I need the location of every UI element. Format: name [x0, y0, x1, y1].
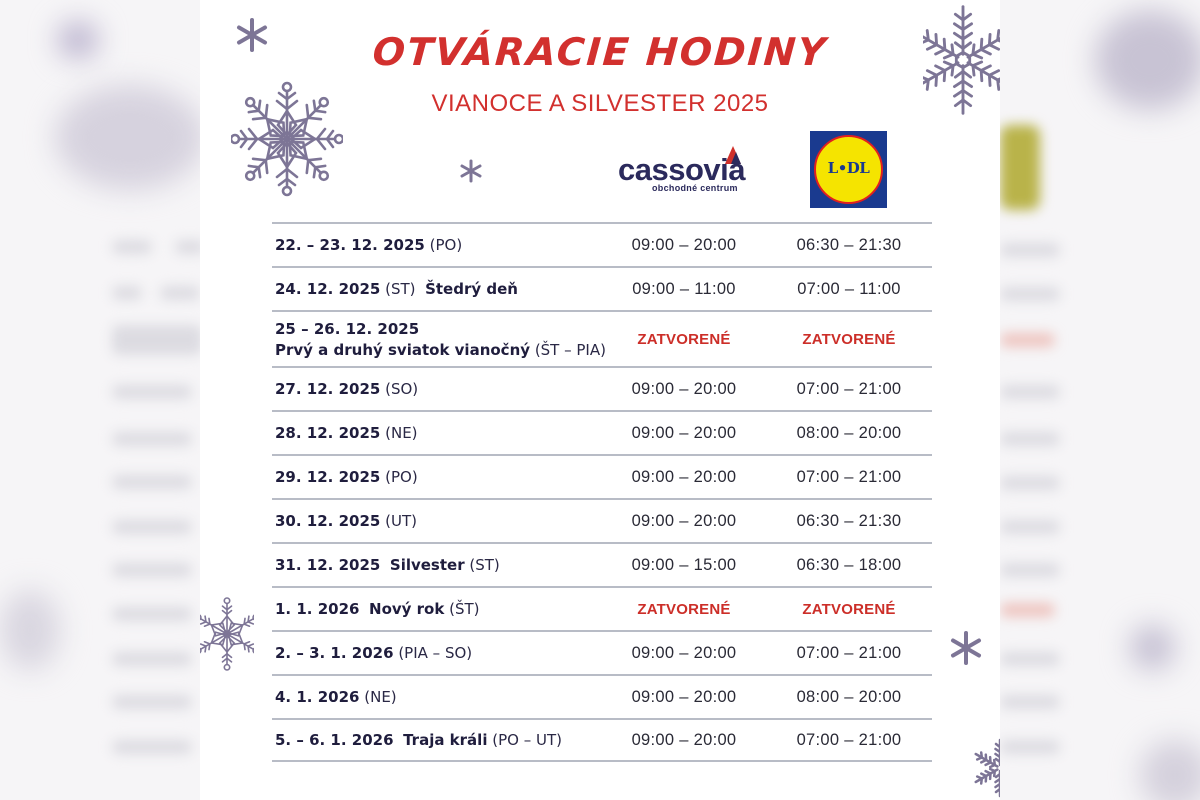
cassovia-logo: cassovia obchodné centrum: [618, 146, 750, 196]
table-row: 29. 12. 2025 (PO) 09:00 – 20:00 07:00 – …: [272, 454, 932, 498]
page-subtitle: VIANOCE A SILVESTER 2025: [431, 90, 769, 117]
date-cell: 25 – 26. 12. 2025 Prvý a druhý sviatok v…: [275, 319, 606, 359]
lidl-closed-status: ZATVORENÉ: [802, 600, 896, 618]
lidl-hours: 07:00 – 21:00: [796, 730, 902, 749]
lidl-hours: 06:30 – 21:30: [796, 511, 902, 530]
cassovia-hours: 09:00 – 20:00: [631, 235, 737, 254]
table-row: 1. 1. 2026 Nový rok (ŠT) ZATVORENÉ ZATVO…: [272, 586, 932, 630]
opening-hours-table: 22. – 23. 12. 2025 (PO) 09:00 – 20:00 06…: [272, 222, 932, 762]
lidl-hours: 06:30 – 21:30: [796, 235, 902, 254]
star-snowflake-icon: [460, 159, 482, 183]
table-row: 2. – 3. 1. 2026 (PIA – SO) 09:00 – 20:00…: [272, 630, 932, 674]
date-cell: 5. – 6. 1. 2026 Traja králi (PO – UT): [275, 731, 562, 749]
cassovia-hours: 09:00 – 20:00: [631, 379, 737, 398]
lidl-hours: 07:00 – 21:00: [796, 379, 902, 398]
snowflake-icon: [231, 81, 343, 197]
date-cell: 27. 12. 2025 (SO): [275, 380, 419, 398]
opening-hours-card: OTVÁRACIE HODINY VIANOCE A SILVESTER 202…: [200, 0, 1000, 800]
table-row: 5. – 6. 1. 2026 Traja králi (PO – UT) 09…: [272, 718, 932, 762]
date-cell: 30. 12. 2025 (UT): [275, 512, 417, 530]
table-row: 4. 1. 2026 (NE) 09:00 – 20:00 08:00 – 20…: [272, 674, 932, 718]
star-snowflake-icon: [237, 18, 267, 52]
lidl-logo-text: L•DL: [827, 159, 870, 177]
blurred-star-icon: [58, 22, 98, 58]
cassovia-closed-status: ZATVORENÉ: [637, 600, 731, 618]
cassovia-logo-tagline: obchodné centrum: [652, 183, 738, 193]
snowflake-icon: [972, 738, 1000, 798]
table-row: 25 – 26. 12. 2025 Prvý a druhý sviatok v…: [272, 310, 932, 366]
blurred-lidl-logo: [1000, 125, 1040, 210]
cassovia-hours: 09:00 – 20:00: [631, 643, 737, 662]
cassovia-peak-icon: [725, 146, 741, 164]
cassovia-hours: 09:00 – 20:00: [631, 423, 737, 442]
table-row: 28. 12. 2025 (NE) 09:00 – 20:00 08:00 – …: [272, 410, 932, 454]
date-cell: 4. 1. 2026 (NE): [275, 688, 397, 706]
table-row: 22. – 23. 12. 2025 (PO) 09:00 – 20:00 06…: [272, 222, 932, 266]
cassovia-hours: 09:00 – 11:00: [632, 279, 736, 298]
lidl-hours: 07:00 – 21:00: [796, 643, 902, 662]
date-cell: 31. 12. 2025 Silvester (ST): [275, 556, 500, 574]
table-row: 27. 12. 2025 (SO) 09:00 – 20:00 07:00 – …: [272, 366, 932, 410]
cassovia-hours: 09:00 – 20:00: [631, 687, 737, 706]
table-row: 24. 12. 2025 (ST) Štedrý deň 09:00 – 11:…: [272, 266, 932, 310]
lidl-logo: L•DL: [810, 131, 887, 208]
snowflake-icon: [200, 597, 254, 671]
blurred-snowflake-icon: [1095, 10, 1200, 110]
lidl-hours: 07:00 – 11:00: [797, 279, 901, 298]
cassovia-hours: 09:00 – 15:00: [631, 555, 737, 574]
blurred-snowflake-icon: [55, 85, 200, 190]
cassovia-hours: 09:00 – 20:00: [631, 730, 737, 749]
date-cell: 1. 1. 2026 Nový rok (ŠT): [275, 600, 480, 618]
cassovia-hours: 09:00 – 20:00: [631, 511, 737, 530]
blurred-background-right: [1000, 0, 1200, 800]
date-cell: 22. – 23. 12. 2025 (PO): [275, 236, 463, 254]
date-cell: 28. 12. 2025 (NE): [275, 424, 418, 442]
snowflake-icon: [923, 5, 1000, 115]
date-cell: 24. 12. 2025 (ST) Štedrý deň: [275, 280, 518, 298]
lidl-closed-status: ZATVORENÉ: [802, 330, 896, 348]
blurred-background-left: [0, 0, 200, 800]
cassovia-logo-text: cassovia: [618, 152, 746, 187]
cassovia-closed-status: ZATVORENÉ: [637, 330, 731, 348]
lidl-hours: 07:00 – 21:00: [796, 467, 902, 486]
table-row: 30. 12. 2025 (UT) 09:00 – 20:00 06:30 – …: [272, 498, 932, 542]
date-cell: 29. 12. 2025 (PO): [275, 468, 418, 486]
star-snowflake-icon: [951, 631, 981, 665]
table-row: 31. 12. 2025 Silvester (ST) 09:00 – 15:0…: [272, 542, 932, 586]
page-title: OTVÁRACIE HODINY: [371, 30, 829, 74]
cassovia-hours: 09:00 – 20:00: [631, 467, 737, 486]
lidl-hours: 08:00 – 20:00: [796, 423, 902, 442]
lidl-hours: 08:00 – 20:00: [796, 687, 902, 706]
lidl-hours: 06:30 – 18:00: [796, 555, 902, 574]
date-cell: 2. – 3. 1. 2026 (PIA – SO): [275, 644, 473, 662]
